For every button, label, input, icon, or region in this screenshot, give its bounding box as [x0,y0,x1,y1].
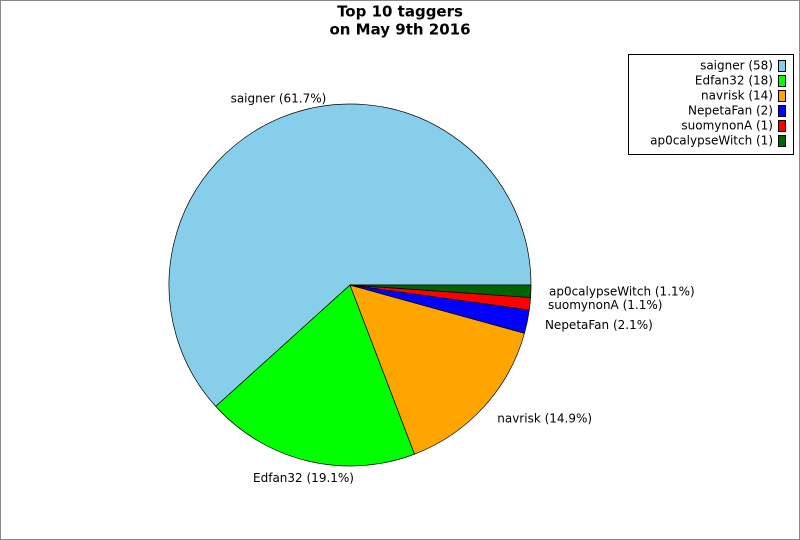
legend-swatch [778,105,786,117]
legend-swatch [778,75,786,87]
slice-label: suomynonA (1.1%) [548,298,662,312]
pie-slice [349,284,532,298]
legend-box [628,54,794,155]
chart-title: Top 10 taggers [337,3,463,21]
slice-label: saigner (61.7%) [231,92,327,106]
legend-swatch [778,90,786,102]
legend-label: suomynonA (1) [681,119,773,133]
pie-slice [168,103,532,407]
slice-label: NepetaFan (2.1%) [545,318,653,332]
slice-label: navrisk (14.9%) [497,411,592,425]
legend-swatch [778,135,786,147]
legend-label: navrisk (14) [701,89,773,103]
legend-label: saigner (58) [700,59,773,73]
legend-label: ap0calypseWitch (1) [650,134,773,148]
legend-label: NepetaFan (2) [688,104,773,118]
legend-label: Edfan32 (18) [695,74,773,88]
slice-label: Edfan32 (19.1%) [253,471,354,485]
chart-subtitle: on May 9th 2016 [329,21,470,39]
pie-slice [215,284,415,467]
legend-swatch [778,60,786,72]
legend-swatch [778,120,786,132]
pie-slice [349,284,525,455]
slice-label: ap0calypseWitch (1.1%) [549,284,695,298]
